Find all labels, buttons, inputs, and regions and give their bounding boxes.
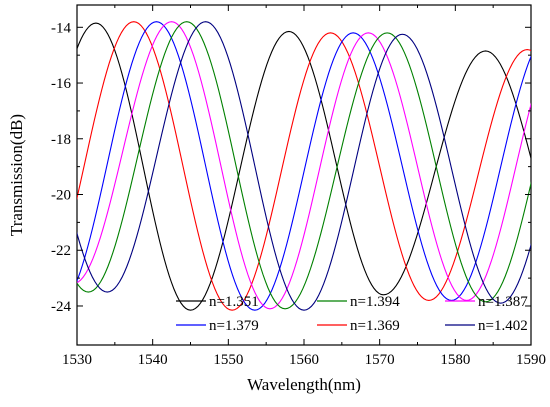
legend-label: n=1.402 bbox=[478, 318, 528, 334]
axis-ticks bbox=[76, 5, 532, 345]
y-tick-label: -20 bbox=[51, 188, 71, 204]
x-tick-label: 1530 bbox=[62, 352, 92, 368]
series-line-5 bbox=[77, 21, 531, 311]
x-tick-label: 1590 bbox=[516, 352, 546, 368]
x-tick-label: 1540 bbox=[138, 352, 168, 368]
legend-label: n=1.394 bbox=[350, 294, 400, 310]
series-line-1 bbox=[77, 21, 531, 311]
series-line-0 bbox=[77, 22, 531, 311]
legend-label: n=1.351 bbox=[209, 294, 259, 310]
x-axis-title: Wavelength(nm) bbox=[247, 375, 361, 394]
legend-label: n=1.387 bbox=[478, 294, 528, 310]
y-tick-label: -14 bbox=[51, 20, 71, 36]
axis-tick-labels: 1530 1540 1550 1560 1570 1580 1590 -24 -22 -20 -18… bbox=[51, 20, 546, 368]
legend-label: n=1.379 bbox=[209, 318, 259, 334]
series-line-4 bbox=[77, 21, 531, 310]
series-line-2 bbox=[77, 21, 531, 311]
curves-group bbox=[77, 21, 531, 311]
x-tick-label: 1570 bbox=[365, 352, 395, 368]
x-tick-label: 1550 bbox=[213, 352, 243, 368]
y-axis-title: Transmission(dB) bbox=[7, 114, 26, 236]
y-tick-label: -18 bbox=[51, 132, 71, 148]
x-tick-label: 1560 bbox=[289, 352, 319, 368]
x-tick-label: 1580 bbox=[440, 352, 470, 368]
legend: n=1.351 n=1.379 n=1.394 n=1.369 n=1.387 n=1.4… bbox=[176, 294, 528, 334]
legend-label: n=1.369 bbox=[350, 318, 400, 334]
y-tick-label: -16 bbox=[51, 76, 71, 92]
y-tick-label: -22 bbox=[51, 243, 71, 259]
y-tick-label: -24 bbox=[51, 299, 71, 315]
